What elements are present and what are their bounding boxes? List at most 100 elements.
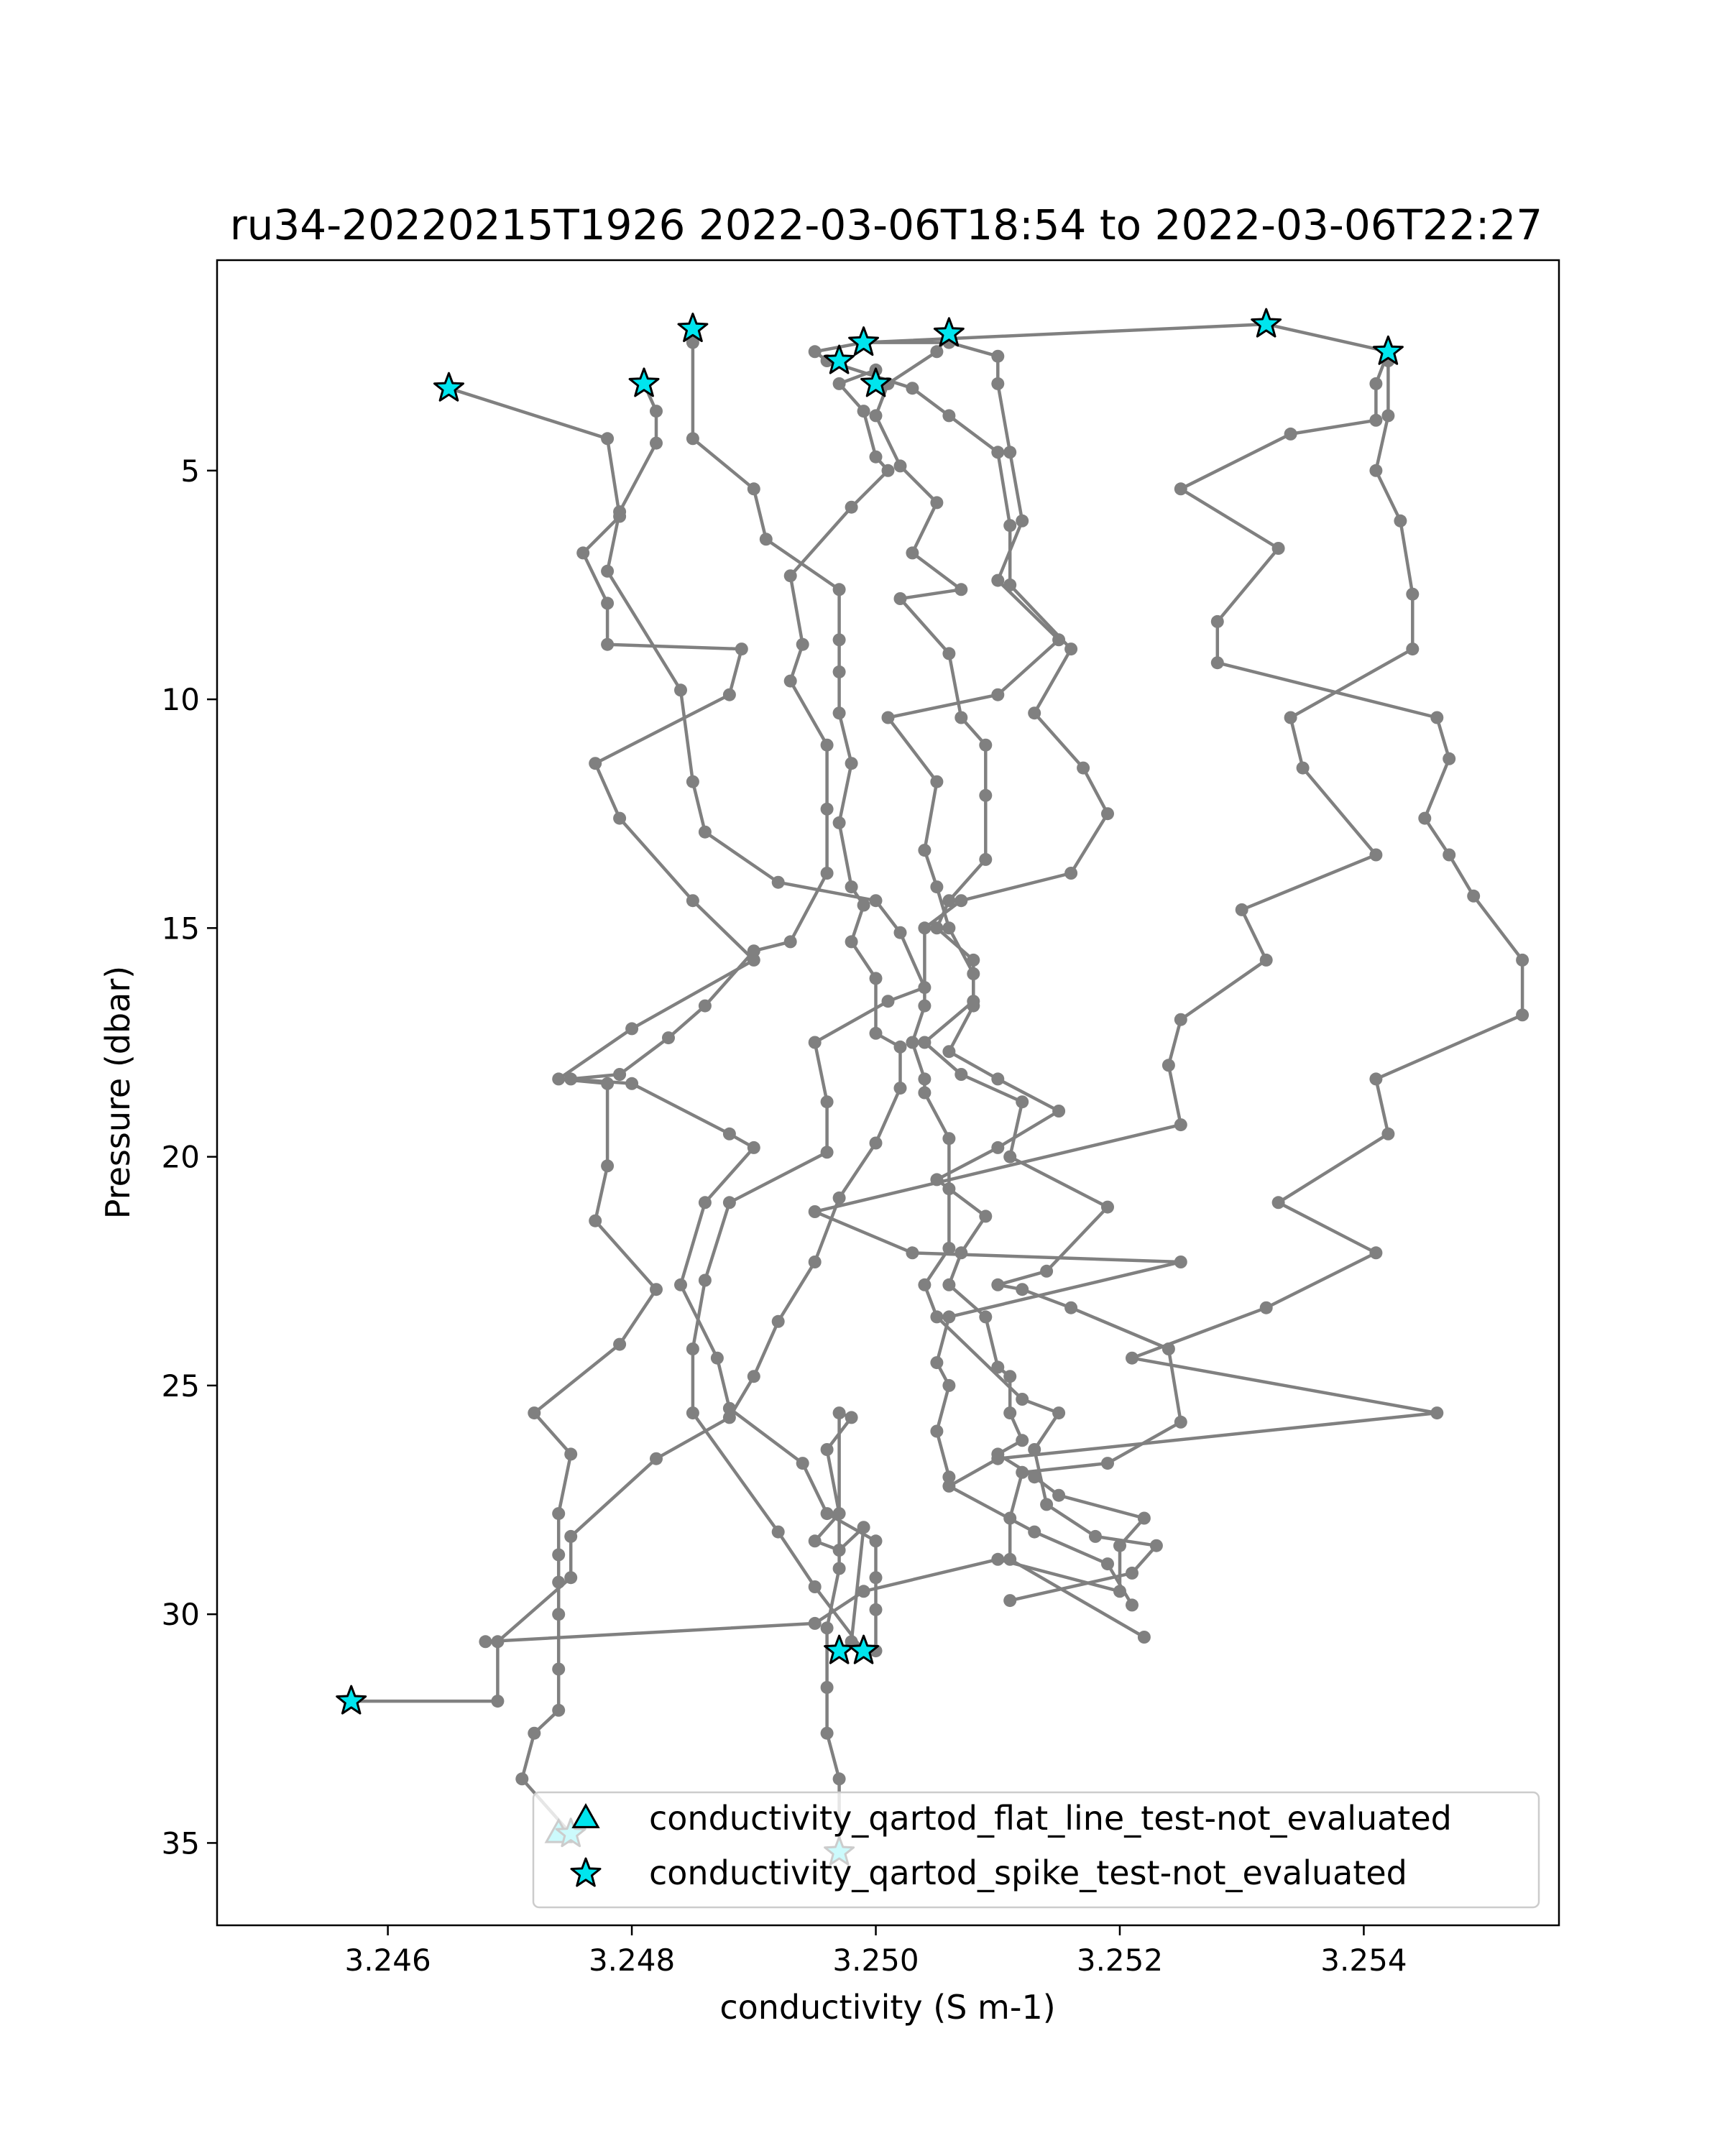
data-point: [1516, 1008, 1530, 1022]
data-point: [1174, 1256, 1187, 1268]
data-point: [954, 1068, 968, 1081]
data-point: [967, 953, 980, 967]
data-point: [942, 1182, 956, 1196]
data-point: [1369, 464, 1383, 477]
data-point: [991, 1072, 1005, 1086]
data-point: [613, 505, 627, 519]
data-point: [832, 816, 846, 829]
data-point: [686, 336, 699, 349]
data-point: [650, 1452, 663, 1465]
data-point: [918, 1278, 932, 1291]
data-point: [857, 1585, 870, 1598]
data-point: [722, 1196, 736, 1210]
chart-title: ru34-20220215T1926 2022-03-06T18:54 to 2…: [230, 201, 1542, 249]
data-point: [808, 1616, 822, 1630]
data-point: [1113, 1539, 1126, 1552]
data-point: [881, 995, 895, 1008]
data-point: [589, 1214, 602, 1227]
data-point: [881, 464, 895, 477]
data-point: [808, 1205, 822, 1218]
data-point: [869, 1534, 883, 1548]
data-point: [601, 432, 615, 446]
data-point: [1137, 1511, 1151, 1525]
data-point: [1052, 1105, 1066, 1118]
data-point: [979, 788, 993, 802]
data-point: [832, 1562, 846, 1575]
data-point: [930, 1424, 944, 1438]
data-point: [1064, 642, 1078, 656]
data-point: [783, 674, 797, 688]
data-point: [869, 450, 883, 464]
y-tick-label: 10: [162, 682, 200, 717]
data-point: [1028, 1443, 1041, 1456]
data-point: [1467, 889, 1481, 903]
data-point: [1126, 1598, 1138, 1612]
data-point: [1369, 1072, 1383, 1086]
data-point: [906, 1246, 919, 1260]
data-point: [747, 1370, 760, 1383]
data-point: [930, 345, 944, 359]
axes-frame: [216, 259, 1560, 1927]
data-point: [832, 633, 846, 647]
y-tick-label: 35: [162, 1825, 200, 1861]
data-point: [552, 1662, 566, 1676]
data-point: [1162, 1059, 1175, 1072]
data-point: [845, 880, 858, 894]
data-point: [1369, 377, 1383, 390]
data-point: [1003, 519, 1017, 533]
data-point: [1418, 811, 1432, 825]
data-point: [735, 642, 748, 656]
data-point: [1101, 1557, 1114, 1571]
data-point: [698, 1196, 712, 1210]
data-point: [1369, 413, 1383, 427]
data-point: [601, 564, 615, 578]
data-point: [832, 377, 846, 390]
data-point: [552, 1507, 566, 1521]
data-point: [601, 596, 615, 610]
data-point: [1235, 903, 1248, 916]
data-point: [979, 738, 993, 752]
spike-marker: [433, 372, 464, 402]
data-point: [820, 1621, 834, 1635]
data-point: [1284, 427, 1297, 441]
data-point: [650, 436, 663, 450]
data-point: [808, 1256, 822, 1268]
data-point: [552, 1703, 566, 1717]
data-point: [930, 880, 944, 894]
data-point: [1430, 1406, 1444, 1420]
y-tick-label: 20: [162, 1140, 200, 1175]
series-8: [808, 354, 1420, 1484]
series-5: [857, 336, 1187, 1644]
data-point: [722, 1411, 736, 1424]
data-point: [942, 1045, 956, 1059]
data-point: [808, 1534, 822, 1548]
data-point: [1016, 1434, 1029, 1447]
data-point: [808, 345, 822, 359]
spike-marker: [848, 1634, 879, 1664]
data-point: [1016, 514, 1029, 528]
data-point: [747, 944, 760, 958]
data-point: [1137, 1631, 1151, 1644]
data-point: [1259, 1301, 1273, 1314]
data-point: [576, 546, 590, 560]
data-point: [686, 1406, 699, 1420]
data-point: [930, 1310, 944, 1324]
data-point: [1406, 587, 1420, 601]
data-point: [564, 1571, 578, 1585]
data-point: [1149, 1539, 1163, 1552]
data-point: [1101, 1457, 1114, 1470]
data-point: [942, 1132, 956, 1146]
data-point: [869, 1603, 883, 1616]
data-point: [954, 894, 968, 908]
data-point: [991, 573, 1005, 587]
data-point: [832, 706, 846, 720]
data-point: [589, 757, 602, 770]
data-point: [893, 1082, 907, 1095]
data-point: [954, 583, 968, 596]
x-tick-label: 3.248: [589, 1943, 675, 1978]
data-point: [1016, 1095, 1029, 1109]
data-point: [771, 1525, 785, 1539]
data-point: [942, 1278, 956, 1291]
data-point: [1381, 409, 1395, 423]
data-point: [930, 921, 944, 935]
